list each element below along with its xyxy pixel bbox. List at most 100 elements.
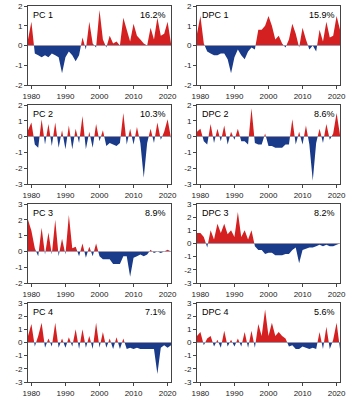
svg-text:-1: -1 [15,263,23,272]
svg-text:0: 0 [187,338,192,347]
svg-text:2: 2 [18,312,23,321]
svg-text:2020: 2020 [328,92,346,101]
svg-text:2000: 2000 [91,290,109,299]
svg-text:1990: 1990 [57,290,75,299]
svg-text:PC 2: PC 2 [33,109,53,119]
svg-text:DPC 2: DPC 2 [202,109,229,119]
svg-text:1990: 1990 [57,389,75,398]
svg-text:-3: -3 [15,180,23,189]
svg-text:2: 2 [187,101,192,110]
svg-text:8.9%: 8.9% [145,208,166,218]
svg-text:-3: -3 [184,279,192,288]
svg-text:3: 3 [18,200,23,209]
svg-text:15.9%: 15.9% [309,10,335,20]
svg-text:2010: 2010 [294,191,312,200]
svg-text:-1: -1 [184,61,192,70]
svg-text:2000: 2000 [91,92,109,101]
svg-text:1980: 1980 [23,290,41,299]
svg-text:2020: 2020 [328,389,346,398]
svg-text:0: 0 [187,41,192,50]
svg-text:1: 1 [18,117,23,126]
svg-text:2010: 2010 [294,389,312,398]
svg-text:2010: 2010 [125,191,143,200]
svg-text:2000: 2000 [260,389,278,398]
svg-text:5.6%: 5.6% [314,307,335,317]
svg-text:7.1%: 7.1% [145,307,166,317]
svg-text:1980: 1980 [23,92,41,101]
svg-text:3: 3 [187,299,192,308]
svg-text:2010: 2010 [125,92,143,101]
svg-text:8.6%: 8.6% [314,109,335,119]
svg-text:-2: -2 [15,81,23,90]
svg-text:2020: 2020 [159,290,177,299]
svg-text:2020: 2020 [159,92,177,101]
svg-text:0: 0 [187,239,192,248]
svg-text:-2: -2 [184,164,192,173]
svg-text:DPC 4: DPC 4 [202,307,229,317]
svg-text:-1: -1 [184,148,192,157]
svg-text:2010: 2010 [125,290,143,299]
svg-text:1: 1 [187,22,192,31]
svg-text:1980: 1980 [192,92,210,101]
svg-text:1980: 1980 [192,389,210,398]
svg-text:1: 1 [18,22,23,31]
svg-text:2000: 2000 [260,191,278,200]
svg-text:-1: -1 [15,148,23,157]
svg-text:-2: -2 [184,266,192,275]
svg-text:1990: 1990 [57,92,75,101]
svg-text:-2: -2 [15,365,23,374]
svg-text:1990: 1990 [226,389,244,398]
svg-text:-1: -1 [184,351,192,360]
svg-text:DPC 3: DPC 3 [202,208,229,218]
svg-text:2: 2 [18,2,23,11]
svg-text:1: 1 [187,226,192,235]
svg-text:2000: 2000 [91,389,109,398]
svg-text:1980: 1980 [192,290,210,299]
svg-text:0: 0 [18,338,23,347]
svg-text:10.3%: 10.3% [140,109,166,119]
svg-text:-1: -1 [184,252,192,261]
svg-text:1990: 1990 [226,92,244,101]
svg-text:0: 0 [18,247,23,256]
svg-text:PC 1: PC 1 [33,10,53,20]
svg-text:1990: 1990 [57,191,75,200]
svg-text:-2: -2 [184,81,192,90]
svg-text:1: 1 [187,117,192,126]
svg-text:2: 2 [187,2,192,11]
svg-text:2020: 2020 [328,191,346,200]
svg-text:0: 0 [187,132,192,141]
svg-text:2010: 2010 [125,389,143,398]
svg-text:2: 2 [187,312,192,321]
svg-text:1980: 1980 [23,191,41,200]
svg-text:2010: 2010 [294,290,312,299]
svg-text:3: 3 [18,299,23,308]
svg-text:2020: 2020 [328,290,346,299]
svg-text:1: 1 [18,231,23,240]
svg-text:2: 2 [18,216,23,225]
svg-text:2000: 2000 [91,191,109,200]
svg-text:-1: -1 [15,351,23,360]
svg-text:1980: 1980 [23,389,41,398]
svg-text:16.2%: 16.2% [140,10,166,20]
svg-text:-1: -1 [15,61,23,70]
svg-text:PC 3: PC 3 [33,208,53,218]
svg-text:1: 1 [187,325,192,334]
svg-text:PC 4: PC 4 [33,307,53,317]
svg-text:-2: -2 [15,164,23,173]
svg-text:DPC 1: DPC 1 [202,10,229,20]
svg-text:0: 0 [18,41,23,50]
svg-text:1: 1 [18,325,23,334]
svg-text:2: 2 [18,101,23,110]
svg-text:-3: -3 [15,378,23,387]
svg-text:-3: -3 [184,378,192,387]
svg-text:-2: -2 [15,279,23,288]
svg-text:-3: -3 [184,180,192,189]
svg-text:1990: 1990 [226,191,244,200]
svg-text:2000: 2000 [260,92,278,101]
svg-text:2010: 2010 [294,92,312,101]
svg-text:8.2%: 8.2% [314,208,335,218]
svg-text:2000: 2000 [260,290,278,299]
svg-text:2: 2 [187,213,192,222]
svg-text:0: 0 [18,132,23,141]
svg-text:1990: 1990 [226,290,244,299]
